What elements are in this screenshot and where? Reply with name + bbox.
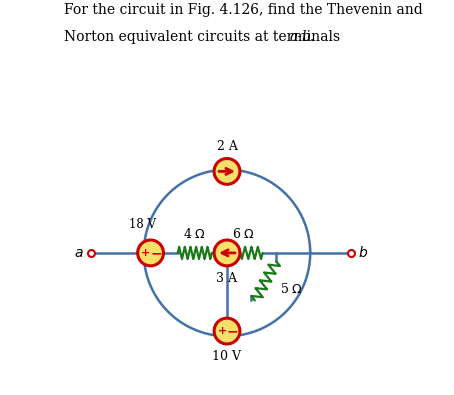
Text: $b$: $b$ — [359, 245, 369, 260]
Text: 5 $\Omega$: 5 $\Omega$ — [280, 282, 303, 295]
Text: −: − — [150, 246, 162, 260]
Circle shape — [214, 158, 240, 184]
Text: For the circuit in Fig. 4.126, find the Thevenin and: For the circuit in Fig. 4.126, find the … — [64, 3, 423, 17]
Text: +: + — [141, 248, 150, 258]
Text: −: − — [227, 324, 238, 338]
Circle shape — [214, 318, 240, 344]
Text: 18 V: 18 V — [128, 218, 156, 231]
Text: 3 A: 3 A — [217, 272, 237, 285]
Text: +: + — [217, 326, 227, 336]
Text: $a$: $a$ — [74, 246, 84, 260]
Text: 4 $\Omega$: 4 $\Omega$ — [183, 227, 206, 241]
Text: a-b: a-b — [290, 30, 312, 44]
Circle shape — [214, 240, 240, 266]
Text: 2 A: 2 A — [217, 140, 237, 153]
Text: .: . — [310, 30, 315, 44]
Text: 6 $\Omega$: 6 $\Omega$ — [232, 227, 255, 241]
Text: Norton equivalent circuits at terminals: Norton equivalent circuits at terminals — [64, 30, 345, 44]
Text: 10 V: 10 V — [212, 350, 242, 363]
Circle shape — [138, 240, 163, 266]
